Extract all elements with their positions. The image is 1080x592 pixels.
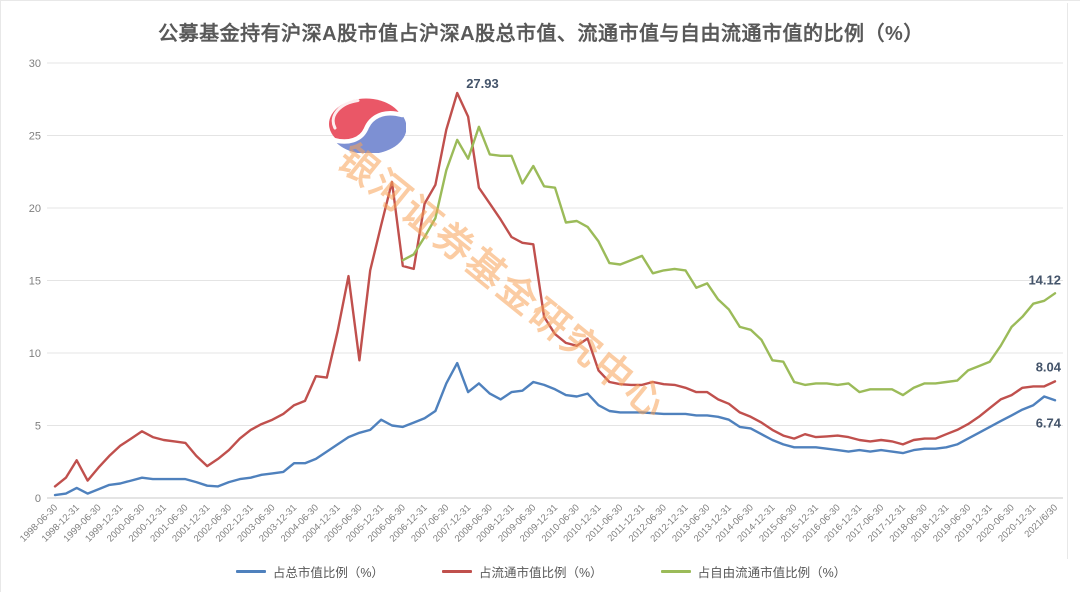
galaxy-securities-logo-icon (329, 98, 406, 153)
legend-label: 占总市值比例（%） (272, 566, 384, 580)
legend-line-green-icon (660, 570, 691, 573)
legend-line-red-icon (441, 570, 472, 573)
svg-text:14.12: 14.12 (1028, 272, 1061, 287)
chart-legend: 占总市值比例（%） 占流通市值比例（%） 占自由流通市值比例（%） (1, 562, 1080, 581)
svg-text:0: 0 (35, 493, 41, 505)
line-chart-canvas: 0510152025301998-06-301998-12-311999-06-… (18, 58, 1063, 544)
legend-item-free-float-market-cap: 占自由流通市值比例（%） (660, 562, 847, 581)
svg-text:20: 20 (29, 203, 41, 215)
svg-text:5: 5 (35, 421, 41, 433)
svg-text:27.93: 27.93 (466, 76, 499, 91)
svg-text:30: 30 (29, 58, 41, 70)
chart-title: 公募基金持有沪深A股市值占沪深A股总市值、流通市值与自由流通市值的比例（%） (158, 23, 924, 45)
svg-text:10: 10 (29, 348, 41, 360)
legend-line-blue-icon (235, 570, 266, 573)
legend-item-total-market-cap: 占总市值比例（%） (235, 562, 384, 581)
legend-label: 占流通市值比例（%） (478, 566, 603, 580)
legend-label: 占自由流通市值比例（%） (697, 566, 847, 580)
legend-item-circulating-market-cap: 占流通市值比例（%） (441, 562, 603, 581)
svg-text:15: 15 (29, 276, 41, 288)
svg-text:6.74: 6.74 (1036, 415, 1062, 430)
svg-text:25: 25 (29, 131, 41, 143)
svg-text:8.04: 8.04 (1036, 359, 1062, 374)
page-right-border (1067, 3, 1068, 559)
